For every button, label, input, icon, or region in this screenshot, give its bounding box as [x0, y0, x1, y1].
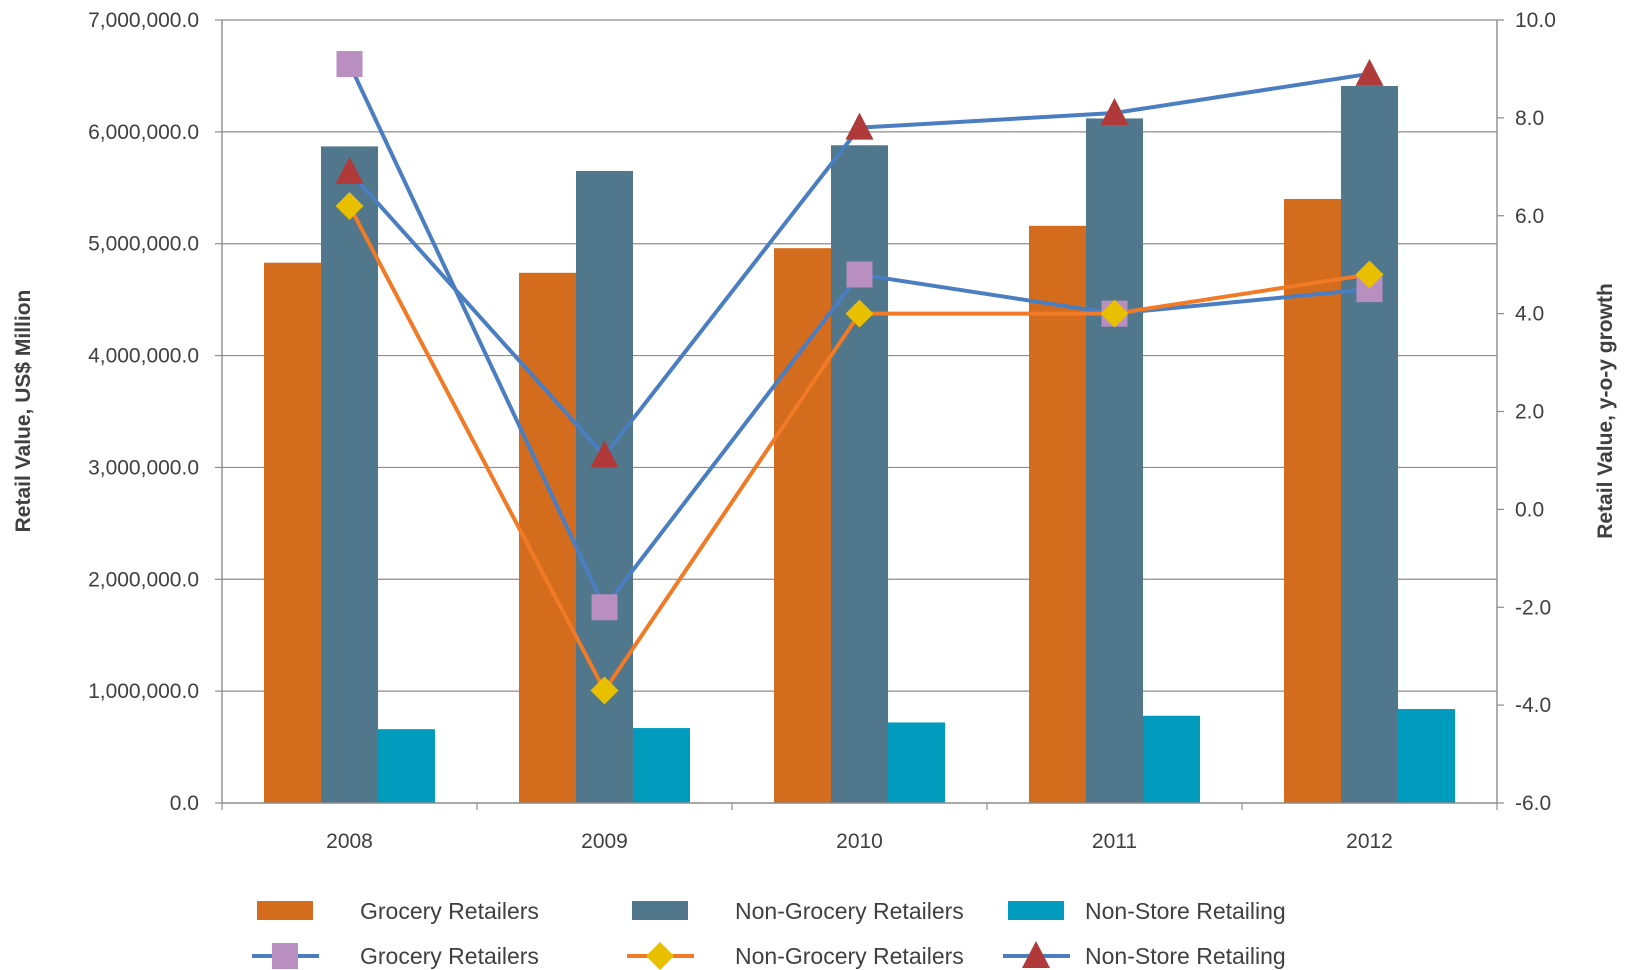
- bar-1-2009: [519, 272, 576, 804]
- right-tick-label: 4.0: [1515, 303, 1544, 326]
- legend-label-bar-1: Grocery Retailers: [360, 898, 539, 924]
- right-tick-label: -6.0: [1515, 792, 1551, 815]
- right-tick-label: -4.0: [1515, 694, 1551, 717]
- bar-1-2011: [1029, 225, 1086, 803]
- bar-3-2012: [1398, 709, 1455, 803]
- right-tick-label: 0.0: [1515, 498, 1544, 521]
- right-axis-ticks: -6.0 -4.0 -2.0 0.0 2.0 4.0 6.0 8.0 10.0: [1515, 9, 1556, 815]
- left-tick-label: 3,000,000.0: [88, 456, 199, 479]
- legend-label-line-1: Grocery Retailers: [360, 943, 539, 969]
- line-point-3-2010: [845, 112, 874, 140]
- legend-marker-2: [646, 942, 674, 970]
- right-tick-label: 6.0: [1515, 205, 1544, 228]
- line-point-3-2008: [335, 156, 364, 184]
- legend-marker-1: [272, 943, 298, 969]
- axes: [215, 19, 1504, 810]
- right-tick-label: -2.0: [1515, 596, 1551, 619]
- left-tick-label: 4,000,000.0: [88, 345, 199, 368]
- bar-2-2012: [1341, 85, 1398, 803]
- left-axis-title: Retail Value, US$ Million: [12, 290, 35, 533]
- bar-3-2009: [633, 728, 690, 803]
- legend-label-bar-3: Non-Store Retailing: [1085, 898, 1286, 924]
- line-point-1-2010: [846, 261, 873, 288]
- left-tick-label: 5,000,000.0: [88, 233, 199, 256]
- bar-2-2010: [831, 145, 888, 803]
- legend-swatch-bar-1: [257, 901, 313, 920]
- bar-3-2008: [378, 729, 435, 803]
- bar-2-2009: [576, 171, 633, 803]
- bar-2-2008: [321, 146, 378, 804]
- legend-label-line-3: Non-Store Retailing: [1085, 943, 1286, 969]
- left-tick-label: 0.0: [170, 792, 199, 815]
- x-tick-label: 2009: [581, 830, 628, 853]
- bar-1-2012: [1284, 198, 1341, 803]
- line-point-1-2008: [336, 51, 363, 78]
- x-axis-ticks: 2008 2009 2010 2011 2012: [326, 830, 1393, 853]
- left-tick-label: 2,000,000.0: [88, 568, 199, 591]
- right-axis-title: Retail Value, y-o-y growth: [1594, 283, 1617, 539]
- line-point-2-2010: [845, 299, 874, 328]
- legend-label-bar-2: Non-Grocery Retailers: [735, 898, 964, 924]
- left-tick-label: 1,000,000.0: [88, 680, 199, 703]
- bar-1-2008: [264, 262, 321, 804]
- line-point-2-2011: [1100, 299, 1129, 328]
- right-tick-label: 10.0: [1515, 9, 1556, 32]
- line-series-group: [335, 51, 1384, 705]
- legend-marker-3: [1022, 941, 1050, 968]
- x-tick-label: 2011: [1092, 830, 1137, 853]
- legend-label-line-2: Non-Grocery Retailers: [735, 943, 964, 969]
- legend: Grocery Retailers Non-Grocery Retailers No…: [252, 898, 1286, 970]
- line-point-3-2012: [1355, 58, 1384, 86]
- x-tick-label: 2010: [836, 830, 883, 853]
- right-tick-label: 2.0: [1515, 401, 1544, 424]
- line-point-2-2009: [590, 676, 619, 705]
- x-tick-label: 2012: [1346, 830, 1393, 853]
- x-tick-label: 2008: [326, 830, 373, 853]
- line-point-1-2009: [591, 594, 618, 621]
- bar-series-group: [264, 85, 1455, 804]
- line-point-3-2009: [590, 440, 619, 468]
- bar-2-2011: [1086, 118, 1143, 804]
- left-axis-ticks: 0.0 1,000,000.0 2,000,000.0 3,000,000.0 4,00…: [88, 9, 199, 815]
- bar-1-2010: [774, 248, 831, 803]
- bar-3-2010: [888, 722, 945, 803]
- left-tick-label: 6,000,000.0: [88, 121, 199, 144]
- legend-swatch-bar-3: [1008, 901, 1064, 920]
- left-tick-label: 7,000,000.0: [88, 9, 199, 32]
- line-point-2-2008: [335, 191, 364, 220]
- legend-swatch-bar-2: [632, 901, 688, 920]
- bar-3-2011: [1143, 715, 1200, 803]
- line-point-3-2011: [1100, 97, 1129, 125]
- line-point-2-2012: [1355, 260, 1384, 289]
- right-tick-label: 8.0: [1515, 107, 1544, 130]
